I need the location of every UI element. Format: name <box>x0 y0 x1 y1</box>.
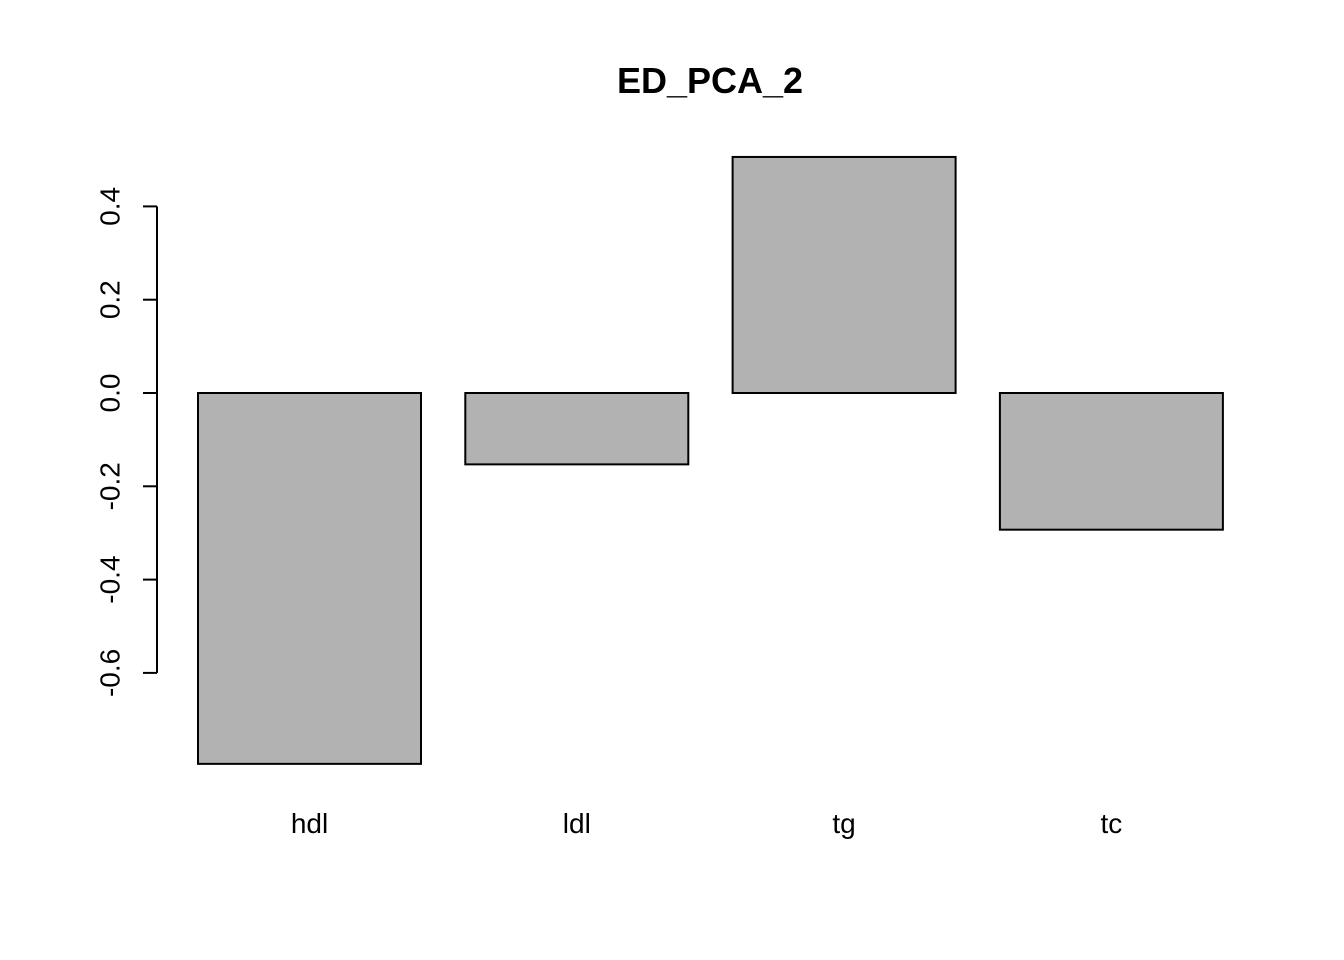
bar-tc <box>998 392 1224 531</box>
bar-ldl <box>464 392 690 466</box>
x-category-label: ldl <box>563 808 591 839</box>
bars-group <box>197 155 1224 765</box>
bar-hdl <box>197 392 422 765</box>
y-tick-label: 0.2 <box>95 280 126 319</box>
y-tick-label: -0.4 <box>95 555 126 603</box>
bar-tg <box>731 155 957 394</box>
y-tick-label: -0.2 <box>95 462 126 510</box>
x-category-label: hdl <box>291 808 328 839</box>
x-axis-labels: hdl ldl tg tc <box>291 808 1122 839</box>
y-tick-label: 0.4 <box>95 187 126 226</box>
chart-title: ED_PCA_2 <box>617 60 803 101</box>
y-axis: -0.6 -0.4 -0.2 0.0 0.2 0.4 <box>95 187 158 697</box>
x-category-label: tc <box>1101 808 1123 839</box>
y-tick-label: -0.6 <box>95 649 126 697</box>
y-tick-label: 0.0 <box>95 374 126 413</box>
x-category-label: tg <box>832 808 855 839</box>
